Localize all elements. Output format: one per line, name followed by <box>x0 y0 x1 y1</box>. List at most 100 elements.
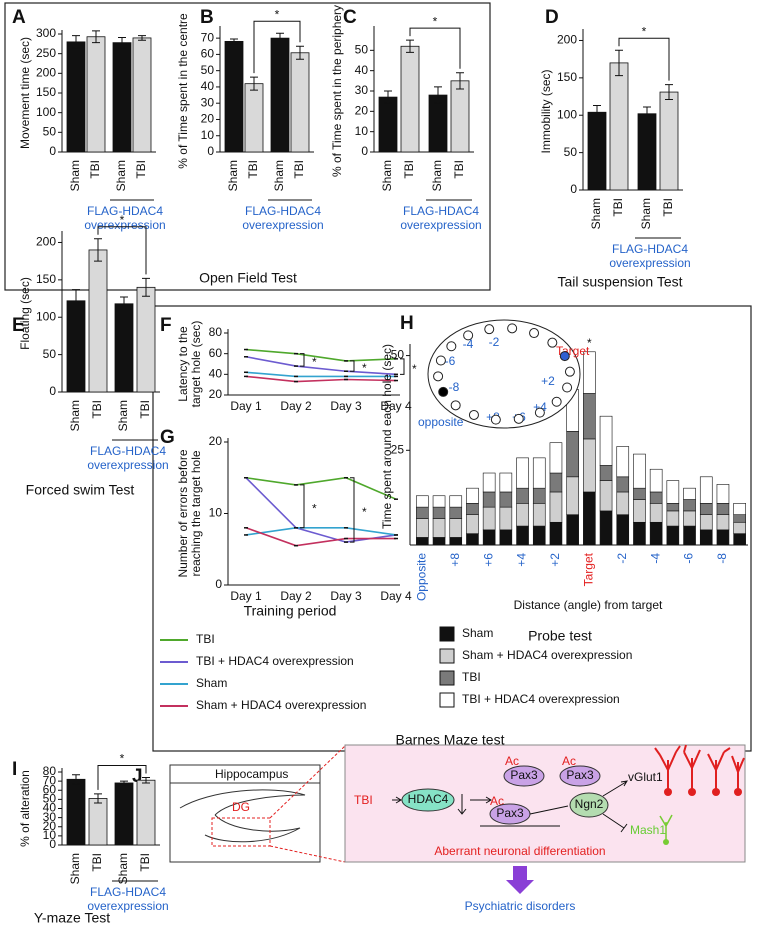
y-tick-label: 150 <box>557 70 577 84</box>
bar <box>114 303 134 393</box>
y-axis-title: Floating (sec) <box>18 277 32 350</box>
x-tick-label: Day 3 <box>330 399 362 413</box>
y-tick-label: 0 <box>207 144 214 158</box>
maze-hole <box>551 396 562 407</box>
bar-segment <box>449 537 463 546</box>
y-tick-label: 0 <box>570 182 577 196</box>
panel-letter: C <box>343 7 357 28</box>
bar <box>88 798 108 846</box>
maze-diagram: Target opposite -4 -2 -6 +2 -8 +4 +8 +6 <box>418 319 590 429</box>
y-axis-title: Number of errors before <box>176 449 190 577</box>
test-title: Probe test <box>528 628 592 644</box>
x-tick-label: TBI <box>90 853 104 872</box>
panel-letter: E <box>12 315 25 336</box>
bar <box>114 782 134 846</box>
significance-bracket <box>97 764 147 790</box>
series-line <box>245 476 397 500</box>
x-tick-label: Sham <box>272 160 286 191</box>
y-tick-label: 200 <box>36 66 56 80</box>
bar-segment <box>516 457 529 489</box>
y-tick-label: 150 <box>36 85 56 99</box>
test-title: Y-maze Test <box>34 910 110 926</box>
y-tick-label: 70 <box>201 30 215 44</box>
bar-segment <box>432 537 446 546</box>
bar <box>290 52 310 153</box>
bar-segment <box>449 495 463 508</box>
panel-letter: B <box>200 7 214 28</box>
significance-label: * <box>312 502 317 516</box>
legend-swatch <box>439 692 455 708</box>
bar-segment <box>416 518 429 538</box>
bar-segment <box>599 465 613 481</box>
bar-segment <box>549 491 563 523</box>
bar-segment <box>499 472 513 493</box>
y-tick-label: 0 <box>49 384 56 398</box>
bar-segment <box>566 514 579 546</box>
open-field-frame <box>4 2 491 291</box>
bar <box>450 80 470 153</box>
mash1-soma <box>663 839 669 845</box>
test-title: Training period <box>244 603 337 619</box>
group-label: FLAG-HDAC4 <box>90 444 166 458</box>
bar-segment <box>699 503 713 515</box>
ac-label: Ac <box>505 754 519 768</box>
y-tick-label: 80 <box>209 325 223 339</box>
y-tick-label: 50 <box>564 145 578 159</box>
x-tick-label: +4 <box>515 553 529 567</box>
legend-label: Sham + HDAC4 overexpression <box>462 648 632 662</box>
panel-letter: I <box>12 759 17 780</box>
maze-label: -6 <box>445 354 456 368</box>
x-tick-label: Sham <box>430 160 444 191</box>
series-line <box>245 371 396 378</box>
panel-letter: A <box>12 7 26 28</box>
bar-segment <box>649 468 663 493</box>
error-bar <box>120 296 128 312</box>
y-tick-label: 20 <box>201 112 215 126</box>
bar-segment <box>566 476 579 515</box>
error-bar <box>276 32 284 44</box>
legend-label: TBI <box>196 632 215 646</box>
down-arrow <box>457 794 467 815</box>
maze-hole <box>547 337 558 348</box>
error-bar <box>142 776 150 784</box>
y-tick-label: 40 <box>209 367 223 381</box>
y-tick-label: 30 <box>43 810 57 824</box>
x-tick-label: +6 <box>481 553 495 567</box>
bar-segment <box>716 529 730 546</box>
bar-segment <box>699 529 713 546</box>
y-tick-label: 25 <box>391 442 405 456</box>
significance-label: * <box>362 361 367 375</box>
hippocampus-shape <box>179 789 306 843</box>
error-bar <box>384 90 392 104</box>
x-tick-label: Sham <box>116 400 130 431</box>
error-bar <box>72 289 80 313</box>
legend-label: TBI <box>462 670 481 684</box>
bar-segment <box>666 525 680 546</box>
ac-label: Ac <box>562 754 576 768</box>
x-tick-label: TBI <box>88 160 102 179</box>
y-tick-label: 0 <box>215 577 222 591</box>
y-tick-label: 50 <box>43 347 57 361</box>
panel-letter: F <box>160 315 172 336</box>
legend-label: TBI + HDAC4 overexpression <box>462 692 620 706</box>
bar-segment <box>699 514 713 531</box>
x-tick-label: TBI <box>138 853 152 872</box>
maze-outline <box>427 319 581 429</box>
group-label: FLAG-HDAC4 <box>403 204 479 218</box>
hippo-panel <box>169 782 321 863</box>
y-axis-title: reaching the target hole <box>189 450 203 576</box>
y-tick-label: 10 <box>43 828 57 842</box>
y-tick-label: 60 <box>43 782 57 796</box>
bar <box>587 111 607 191</box>
maze-hole <box>513 413 524 424</box>
error-bar <box>643 106 651 121</box>
bar-segment <box>416 537 429 546</box>
significance-bracket <box>97 226 147 275</box>
bar <box>112 42 132 153</box>
x-tick-label: -6 <box>682 553 696 564</box>
y-tick-label: 50 <box>43 792 57 806</box>
y-tick-label: 10 <box>355 124 369 138</box>
maze-hole <box>468 409 479 420</box>
bar-segment <box>482 472 496 493</box>
bar-segment <box>449 518 463 538</box>
